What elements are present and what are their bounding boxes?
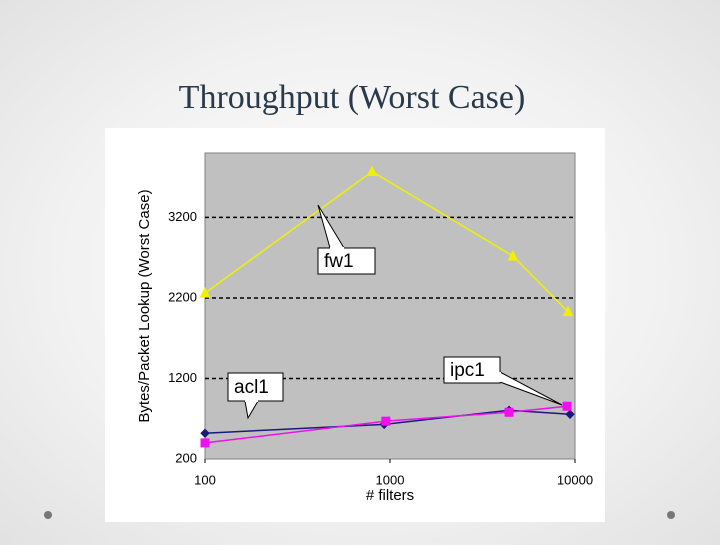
plot: 200 1200 2200 3200 100 1000 10000 fw1 acl1 ipc1 <box>168 165 593 487</box>
series-label: fw1 <box>324 251 354 272</box>
series-line <box>204 170 569 313</box>
series-label: acl1 <box>234 377 269 398</box>
marker <box>504 407 514 417</box>
marker <box>381 416 391 426</box>
y-tick-label: 3200 <box>168 209 197 224</box>
marker <box>199 286 211 298</box>
marker <box>200 438 210 448</box>
x-tick-label: 100 <box>194 472 216 487</box>
callout-box <box>443 356 501 384</box>
decor-dot <box>44 511 52 519</box>
y-axis-title: Bytes/Packet Lookup (Worst Case) <box>136 189 153 422</box>
callout-box <box>317 247 376 275</box>
marker <box>562 401 572 411</box>
x-tick-label: 10000 <box>557 472 593 487</box>
plot-area <box>204 152 576 460</box>
slide-title: Throughput (Worst Case) <box>179 79 526 116</box>
x-tick-label: 1000 <box>376 472 405 487</box>
series-line <box>204 405 568 444</box>
series-label: ipc1 <box>450 360 485 381</box>
y-tick-label: 200 <box>175 450 197 465</box>
marker <box>562 305 574 317</box>
marker <box>565 409 575 420</box>
y-tick-label: 1200 <box>168 370 197 385</box>
marker <box>507 249 519 261</box>
x-axis-title: # filters <box>366 487 414 504</box>
marker <box>200 428 210 438</box>
callout-box <box>227 372 284 402</box>
marker <box>366 165 378 177</box>
decor-dot <box>667 511 675 519</box>
y-tick-label: 2200 <box>168 289 197 304</box>
